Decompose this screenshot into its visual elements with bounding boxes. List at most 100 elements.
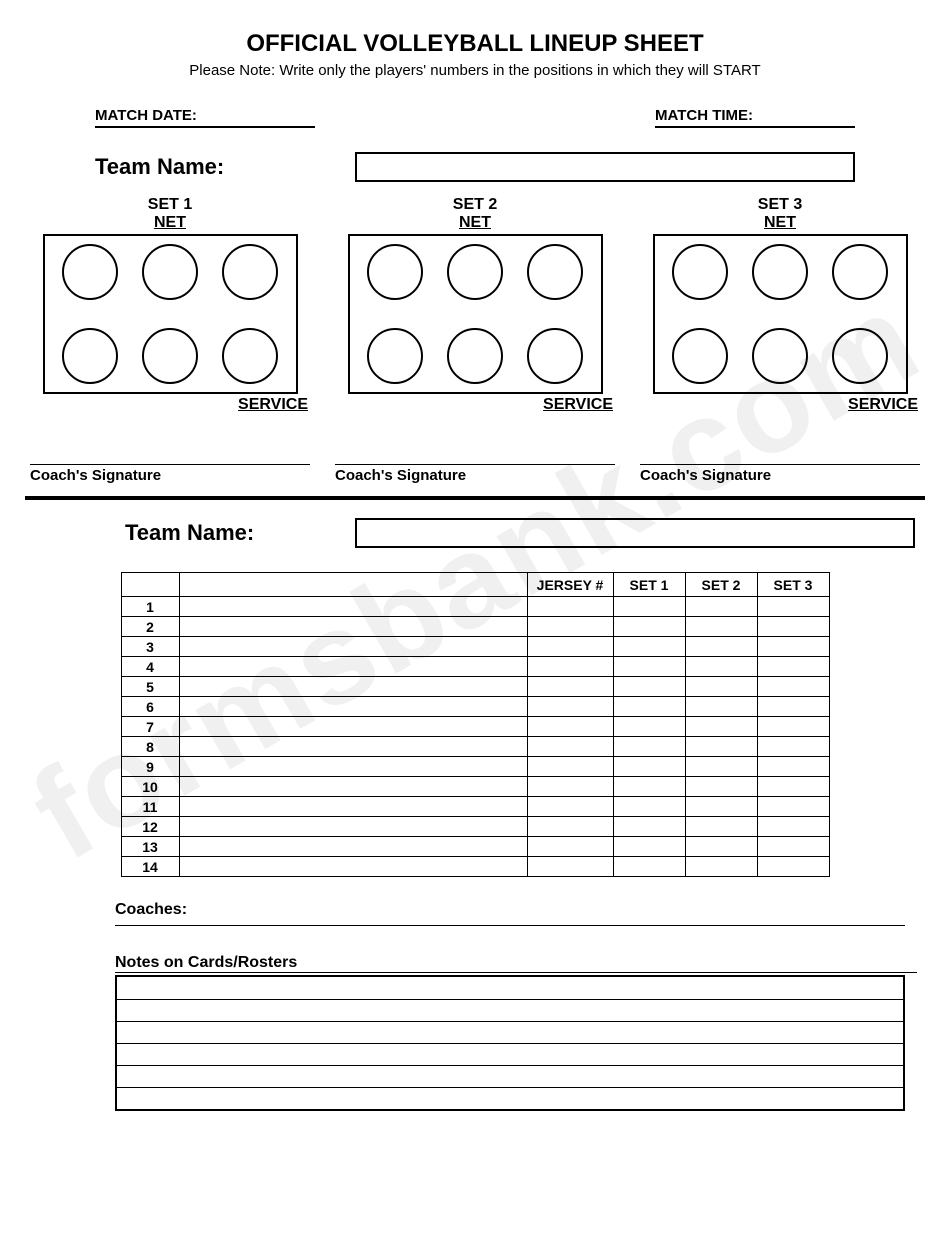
row-set3-cell[interactable] [757, 777, 829, 797]
row-set3-cell[interactable] [757, 717, 829, 737]
row-set3-cell[interactable] [757, 597, 829, 617]
position-circle[interactable] [222, 328, 278, 384]
position-circle[interactable] [752, 328, 808, 384]
row-set1-cell[interactable] [613, 757, 685, 777]
row-name-cell[interactable] [179, 797, 527, 817]
row-set1-cell[interactable] [613, 597, 685, 617]
row-jersey-cell[interactable] [527, 697, 613, 717]
row-jersey-cell[interactable] [527, 837, 613, 857]
row-set3-cell[interactable] [757, 837, 829, 857]
row-jersey-cell[interactable] [527, 777, 613, 797]
row-set3-cell[interactable] [757, 857, 829, 877]
row-jersey-cell[interactable] [527, 597, 613, 617]
row-set2-cell[interactable] [685, 697, 757, 717]
row-set2-cell[interactable] [685, 837, 757, 857]
row-jersey-cell[interactable] [527, 657, 613, 677]
row-jersey-cell[interactable] [527, 737, 613, 757]
position-circle[interactable] [527, 328, 583, 384]
row-set2-cell[interactable] [685, 817, 757, 837]
row-set2-cell[interactable] [685, 777, 757, 797]
row-set2-cell[interactable] [685, 657, 757, 677]
row-jersey-cell[interactable] [527, 797, 613, 817]
row-set2-cell[interactable] [685, 797, 757, 817]
row-set1-cell[interactable] [613, 817, 685, 837]
position-circle[interactable] [527, 244, 583, 300]
row-name-cell[interactable] [179, 637, 527, 657]
row-set3-cell[interactable] [757, 637, 829, 657]
row-set2-cell[interactable] [685, 737, 757, 757]
row-set1-cell[interactable] [613, 677, 685, 697]
row-set2-cell[interactable] [685, 857, 757, 877]
row-set3-cell[interactable] [757, 657, 829, 677]
row-set1-cell[interactable] [613, 617, 685, 637]
notes-line[interactable] [117, 999, 903, 1021]
row-set2-cell[interactable] [685, 677, 757, 697]
position-circle[interactable] [672, 328, 728, 384]
row-set2-cell[interactable] [685, 597, 757, 617]
row-set2-cell[interactable] [685, 637, 757, 657]
position-circle[interactable] [222, 244, 278, 300]
row-name-cell[interactable] [179, 597, 527, 617]
position-circle[interactable] [672, 244, 728, 300]
row-name-cell[interactable] [179, 617, 527, 637]
team-name-row-1: Team Name: [95, 152, 925, 182]
notes-line[interactable] [117, 1021, 903, 1043]
position-circle[interactable] [142, 328, 198, 384]
row-name-cell[interactable] [179, 757, 527, 777]
row-jersey-cell[interactable] [527, 817, 613, 837]
row-name-cell[interactable] [179, 817, 527, 837]
position-circle[interactable] [832, 244, 888, 300]
row-name-cell[interactable] [179, 837, 527, 857]
position-circle[interactable] [367, 328, 423, 384]
row-set1-cell[interactable] [613, 717, 685, 737]
row-set1-cell[interactable] [613, 857, 685, 877]
row-name-cell[interactable] [179, 737, 527, 757]
row-set1-cell[interactable] [613, 777, 685, 797]
notes-box[interactable] [115, 975, 905, 1111]
row-name-cell[interactable] [179, 857, 527, 877]
team-name-field-2[interactable] [355, 518, 915, 548]
row-jersey-cell[interactable] [527, 717, 613, 737]
row-set3-cell[interactable] [757, 617, 829, 637]
row-name-cell[interactable] [179, 697, 527, 717]
row-set2-cell[interactable] [685, 757, 757, 777]
row-set2-cell[interactable] [685, 717, 757, 737]
notes-line[interactable] [117, 1043, 903, 1065]
position-circle[interactable] [142, 244, 198, 300]
row-jersey-cell[interactable] [527, 857, 613, 877]
notes-line[interactable] [117, 1087, 903, 1109]
row-name-cell[interactable] [179, 717, 527, 737]
position-circle[interactable] [752, 244, 808, 300]
row-set2-cell[interactable] [685, 617, 757, 637]
notes-line[interactable] [117, 1065, 903, 1087]
row-set1-cell[interactable] [613, 657, 685, 677]
row-set1-cell[interactable] [613, 697, 685, 717]
team-name-field-1[interactable] [355, 152, 855, 182]
row-set1-cell[interactable] [613, 637, 685, 657]
row-set3-cell[interactable] [757, 737, 829, 757]
row-set3-cell[interactable] [757, 797, 829, 817]
row-set1-cell[interactable] [613, 737, 685, 757]
position-circle[interactable] [447, 244, 503, 300]
position-circle[interactable] [62, 328, 118, 384]
row-set3-cell[interactable] [757, 677, 829, 697]
row-set3-cell[interactable] [757, 817, 829, 837]
row-set1-cell[interactable] [613, 837, 685, 857]
row-set3-cell[interactable] [757, 697, 829, 717]
table-row: 2 [121, 617, 829, 637]
position-circle[interactable] [367, 244, 423, 300]
row-name-cell[interactable] [179, 777, 527, 797]
coaches-line[interactable] [115, 925, 905, 926]
row-set1-cell[interactable] [613, 797, 685, 817]
row-jersey-cell[interactable] [527, 757, 613, 777]
row-jersey-cell[interactable] [527, 677, 613, 697]
position-circle[interactable] [832, 328, 888, 384]
row-set3-cell[interactable] [757, 757, 829, 777]
position-circle[interactable] [62, 244, 118, 300]
position-circle[interactable] [447, 328, 503, 384]
row-name-cell[interactable] [179, 677, 527, 697]
row-jersey-cell[interactable] [527, 617, 613, 637]
notes-line[interactable] [117, 977, 903, 999]
row-jersey-cell[interactable] [527, 637, 613, 657]
row-name-cell[interactable] [179, 657, 527, 677]
